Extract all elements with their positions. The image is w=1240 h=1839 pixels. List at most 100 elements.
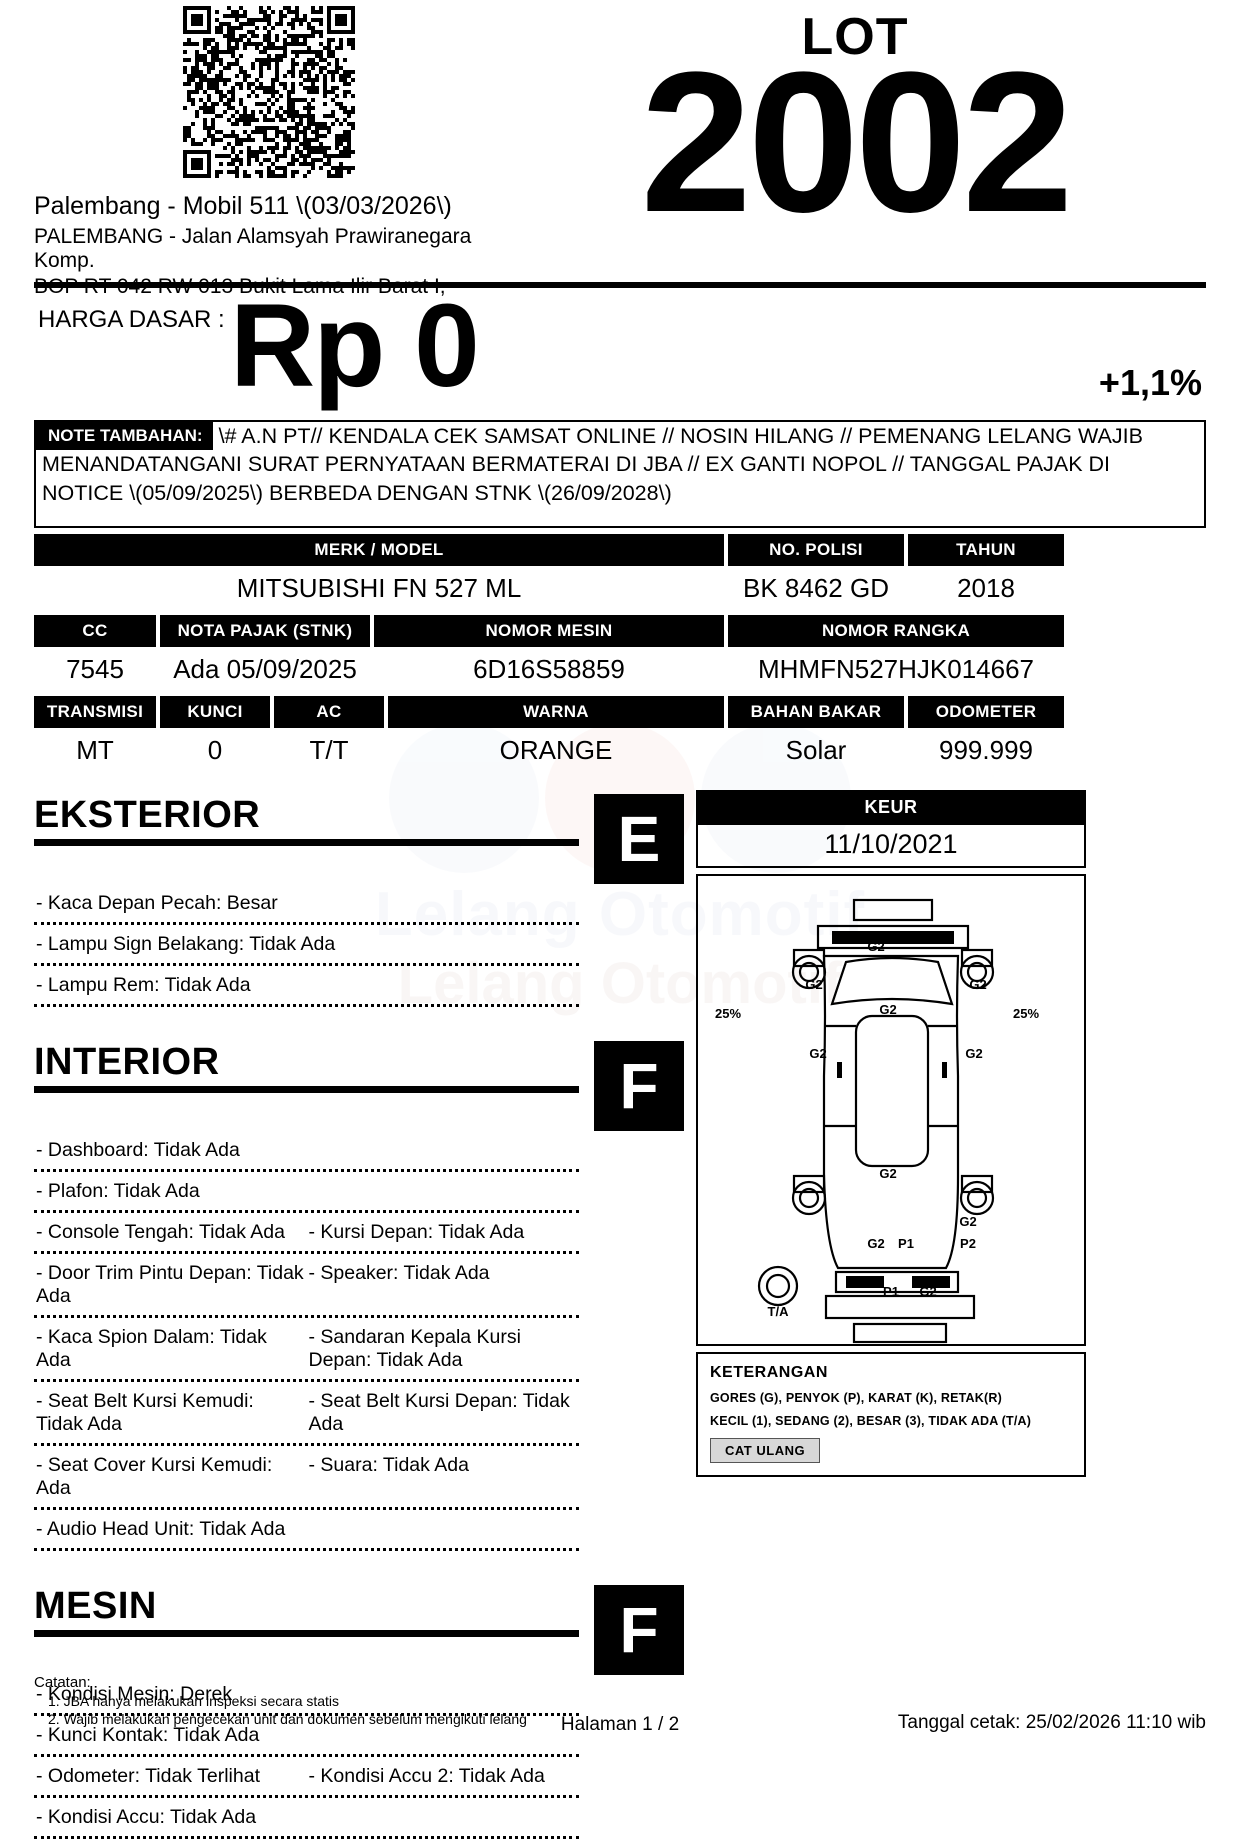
inspection-item: - Odometer: Tidak Terlihat [36, 1765, 260, 1787]
header-odometer: ODOMETER [908, 696, 1064, 728]
section-item-list: - Dashboard: Tidak Ada - Plafon: Tidak Ad… [34, 1131, 579, 1551]
damage-mark: G2 [965, 1046, 982, 1061]
inspection-row: - Lampu Sign Belakang: Tidak Ada [34, 925, 579, 966]
value-nomor-rangka: MHMFN527HJK014667 [757, 654, 1034, 684]
inspection-item: - Seat Cover Kursi Kemudi: Ada [36, 1454, 273, 1499]
header-merk-model: MERK / MODEL [34, 534, 724, 566]
note-badge-label: NOTE TAMBAHAN: [36, 422, 213, 450]
header-kunci: KUNCI [160, 696, 270, 728]
lot-number: 2002 [640, 30, 1074, 254]
section-rule [34, 1630, 579, 1637]
spec-header-row-3: TRANSMISI KUNCI AC WARNA BAHAN BAKAR ODO… [34, 696, 1206, 728]
damage-mark: 25% [715, 1006, 741, 1021]
qr-code [34, 6, 504, 178]
section-title: MESIN [34, 1585, 157, 1627]
inspection-item: - Audio Head Unit: Tidak Ada [36, 1518, 286, 1540]
header-divider [34, 282, 1206, 288]
value-ac: T/T [309, 735, 349, 765]
damage-mark: G2 [867, 939, 884, 954]
spec-value-row-3: MT 0 T/T ORANGE Solar 999.999 [34, 731, 1206, 774]
inspection-item: - Seat Belt Kursi Depan: Tidak Ada [308, 1390, 570, 1435]
section-interior: INTERIOR F - Dashboard: Tidak Ada - Plafon:… [34, 1041, 684, 1551]
section-header: INTERIOR F [34, 1041, 684, 1131]
header-warna: WARNA [388, 696, 724, 728]
inspection-item: - Lampu Rem: Tidak Ada [36, 974, 251, 996]
section-title: INTERIOR [34, 1041, 220, 1083]
inspection-row: - Door Trim Pintu Depan: Tidak Ada - Spea… [34, 1254, 579, 1318]
section-eksterior: EKSTERIOR E - Kaca Depan Pecah: Besar - Lam… [34, 794, 684, 1007]
inspection-item: - Suara: Tidak Ada [308, 1454, 469, 1476]
venue-address-line-1: PALEMBANG - Jalan Alamsyah Prawiranegara… [34, 225, 472, 272]
section-item-list: - Kaca Depan Pecah: Besar - Lampu Sign Be… [34, 884, 579, 1007]
damage-mark: P2 [960, 1236, 976, 1251]
header-tahun: TAHUN [908, 534, 1064, 566]
note-text-line-1: \# A.N PT// KENDALA CEK SAMSAT ONLINE //… [218, 424, 1143, 448]
inspection-row: - Plafon: Tidak Ada [34, 1172, 579, 1213]
catatan-block: Catatan: 1. JBA hanya melakukan inspeksi… [34, 1674, 734, 1727]
damage-mark: P1 [898, 1236, 914, 1251]
inspection-row: - Kaca Spion Dalam: Tidak Ada - Sandaran … [34, 1318, 579, 1382]
spec-header-row-2: CC NOTA PAJAK (STNK) NOMOR MESIN NOMOR R… [34, 615, 1206, 647]
section-rule [34, 839, 579, 846]
keterangan-line-1: GORES (G), PENYOK (P), KARAT (K), RETAK(… [710, 1391, 1002, 1405]
inspection-row: - Seat Belt Kursi Kemudi: Tidak Ada - Sea… [34, 1382, 579, 1446]
damage-mark: G2 [919, 1284, 936, 1299]
inspection-row: - Kaca Depan Pecah: Besar [34, 884, 579, 925]
damage-mark: 25% [1013, 1006, 1039, 1021]
value-transmisi: MT [76, 735, 114, 765]
keur-date-value: 11/10/2021 [696, 825, 1086, 868]
damage-mark: G2 [867, 1236, 884, 1251]
catatan-item-2: 2. Wajib melakukan pengecekan unit dan d… [48, 1711, 527, 1727]
header-transmisi: TRANSMISI [34, 696, 156, 728]
inspection-row: - Kondisi Mesin: Derek [34, 1675, 579, 1716]
value-bahan-bakar: Solar [785, 735, 847, 765]
cat-ulang-badge: CAT ULANG [710, 1438, 821, 1463]
value-warna: ORANGE [499, 735, 613, 765]
keterangan-line-2: KECIL (1), SEDANG (2), BESAR (3), TIDAK … [710, 1414, 1032, 1428]
additional-note-box: NOTE TAMBAHAN: \# A.N PT// KENDALA CEK SA… [34, 420, 1206, 528]
inspection-item: - Speaker: Tidak Ada [308, 1262, 490, 1284]
damage-diagram: G2 G2 G2 G2 G2 G2 G2 G2 P2 G2 P1 P1 G2 T/A 25% 25% [696, 874, 1086, 1346]
damage-mark: G2 [969, 977, 986, 992]
value-tahun: 2018 [957, 573, 1015, 603]
grade-badge: F [594, 1585, 684, 1675]
value-merk-model: MITSUBISHI FN 527 ML [236, 573, 522, 603]
note-text-line-3: NOTICE \(05/09/2025\) BERBEDA DENGAN STN… [42, 480, 672, 505]
venue-title: Palembang - Mobil 511 \(03/03/2026\) [34, 192, 452, 220]
document-header: Palembang - Mobil 511 \(03/03/2026\) PAL… [34, 0, 1206, 298]
inspection-item: - Kondisi Accu: Tidak Ada [36, 1806, 257, 1828]
lot-label: LOT [801, 8, 909, 66]
price-section: HARGA DASAR : Rp 0 +1,1% [34, 280, 1206, 420]
value-odometer: 999.999 [939, 735, 1033, 765]
header-ac: AC [274, 696, 384, 728]
inspection-item: - Sandaran Kepala Kursi Depan: Tidak Ada [308, 1326, 521, 1371]
inspection-item: - Kunci Kontak: Tidak Ada [36, 1724, 260, 1746]
header-nomor-rangka: NOMOR RANGKA [728, 615, 1064, 647]
catatan-item-1: 1. JBA hanya melakukan inspeksi secara s… [48, 1693, 340, 1709]
header-nomor-mesin: NOMOR MESIN [374, 615, 724, 647]
keur-panel: KEUR 11/10/2021 [696, 790, 1086, 1839]
inspection-row: - Kondisi Accu: Tidak Ada [34, 1798, 579, 1839]
value-kunci: 0 [207, 735, 223, 765]
inspection-item: - Seat Belt Kursi Kemudi: Tidak Ada [36, 1390, 254, 1435]
damage-mark: P1 [883, 1284, 899, 1299]
inspection-item: - Kaca Spion Dalam: Tidak Ada [36, 1326, 267, 1371]
keterangan-title: KETERANGAN [710, 1364, 828, 1381]
inspection-row: - Seat Cover Kursi Kemudi: Ada - Suara: T… [34, 1446, 579, 1510]
inspection-row: - Lampu Rem: Tidak Ada [34, 966, 579, 1007]
grade-badge: E [594, 794, 684, 884]
inspection-item: - Kondisi Accu 2: Tidak Ada [308, 1765, 545, 1787]
damage-mark: T/A [768, 1304, 790, 1319]
header-bahan-bakar: BAHAN BAKAR [728, 696, 904, 728]
spec-header-row-1: MERK / MODEL NO. POLISI TAHUN [34, 534, 1206, 566]
damage-mark: G2 [879, 1166, 896, 1181]
damage-mark: G2 [809, 1046, 826, 1061]
vehicle-spec-table: MERK / MODEL NO. POLISI TAHUN MITSUBISHI… [34, 534, 1206, 774]
inspection-item: - Kondisi Mesin: Derek [36, 1683, 233, 1705]
note-text-line-2: MENANDATANGANI SURAT PERNYATAAN BERMATER… [42, 452, 1111, 477]
inspection-row: - Odometer: Tidak Terlihat - Kondisi Accu… [34, 1757, 579, 1798]
section-header: MESIN F [34, 1585, 684, 1675]
header-nota-pajak: NOTA PAJAK (STNK) [160, 615, 370, 647]
keur-header-label: KEUR [696, 790, 1086, 825]
venue-address-line-2: BOP RT 042 RW 013 Bukit Lama Ilir Barat … [34, 275, 446, 298]
